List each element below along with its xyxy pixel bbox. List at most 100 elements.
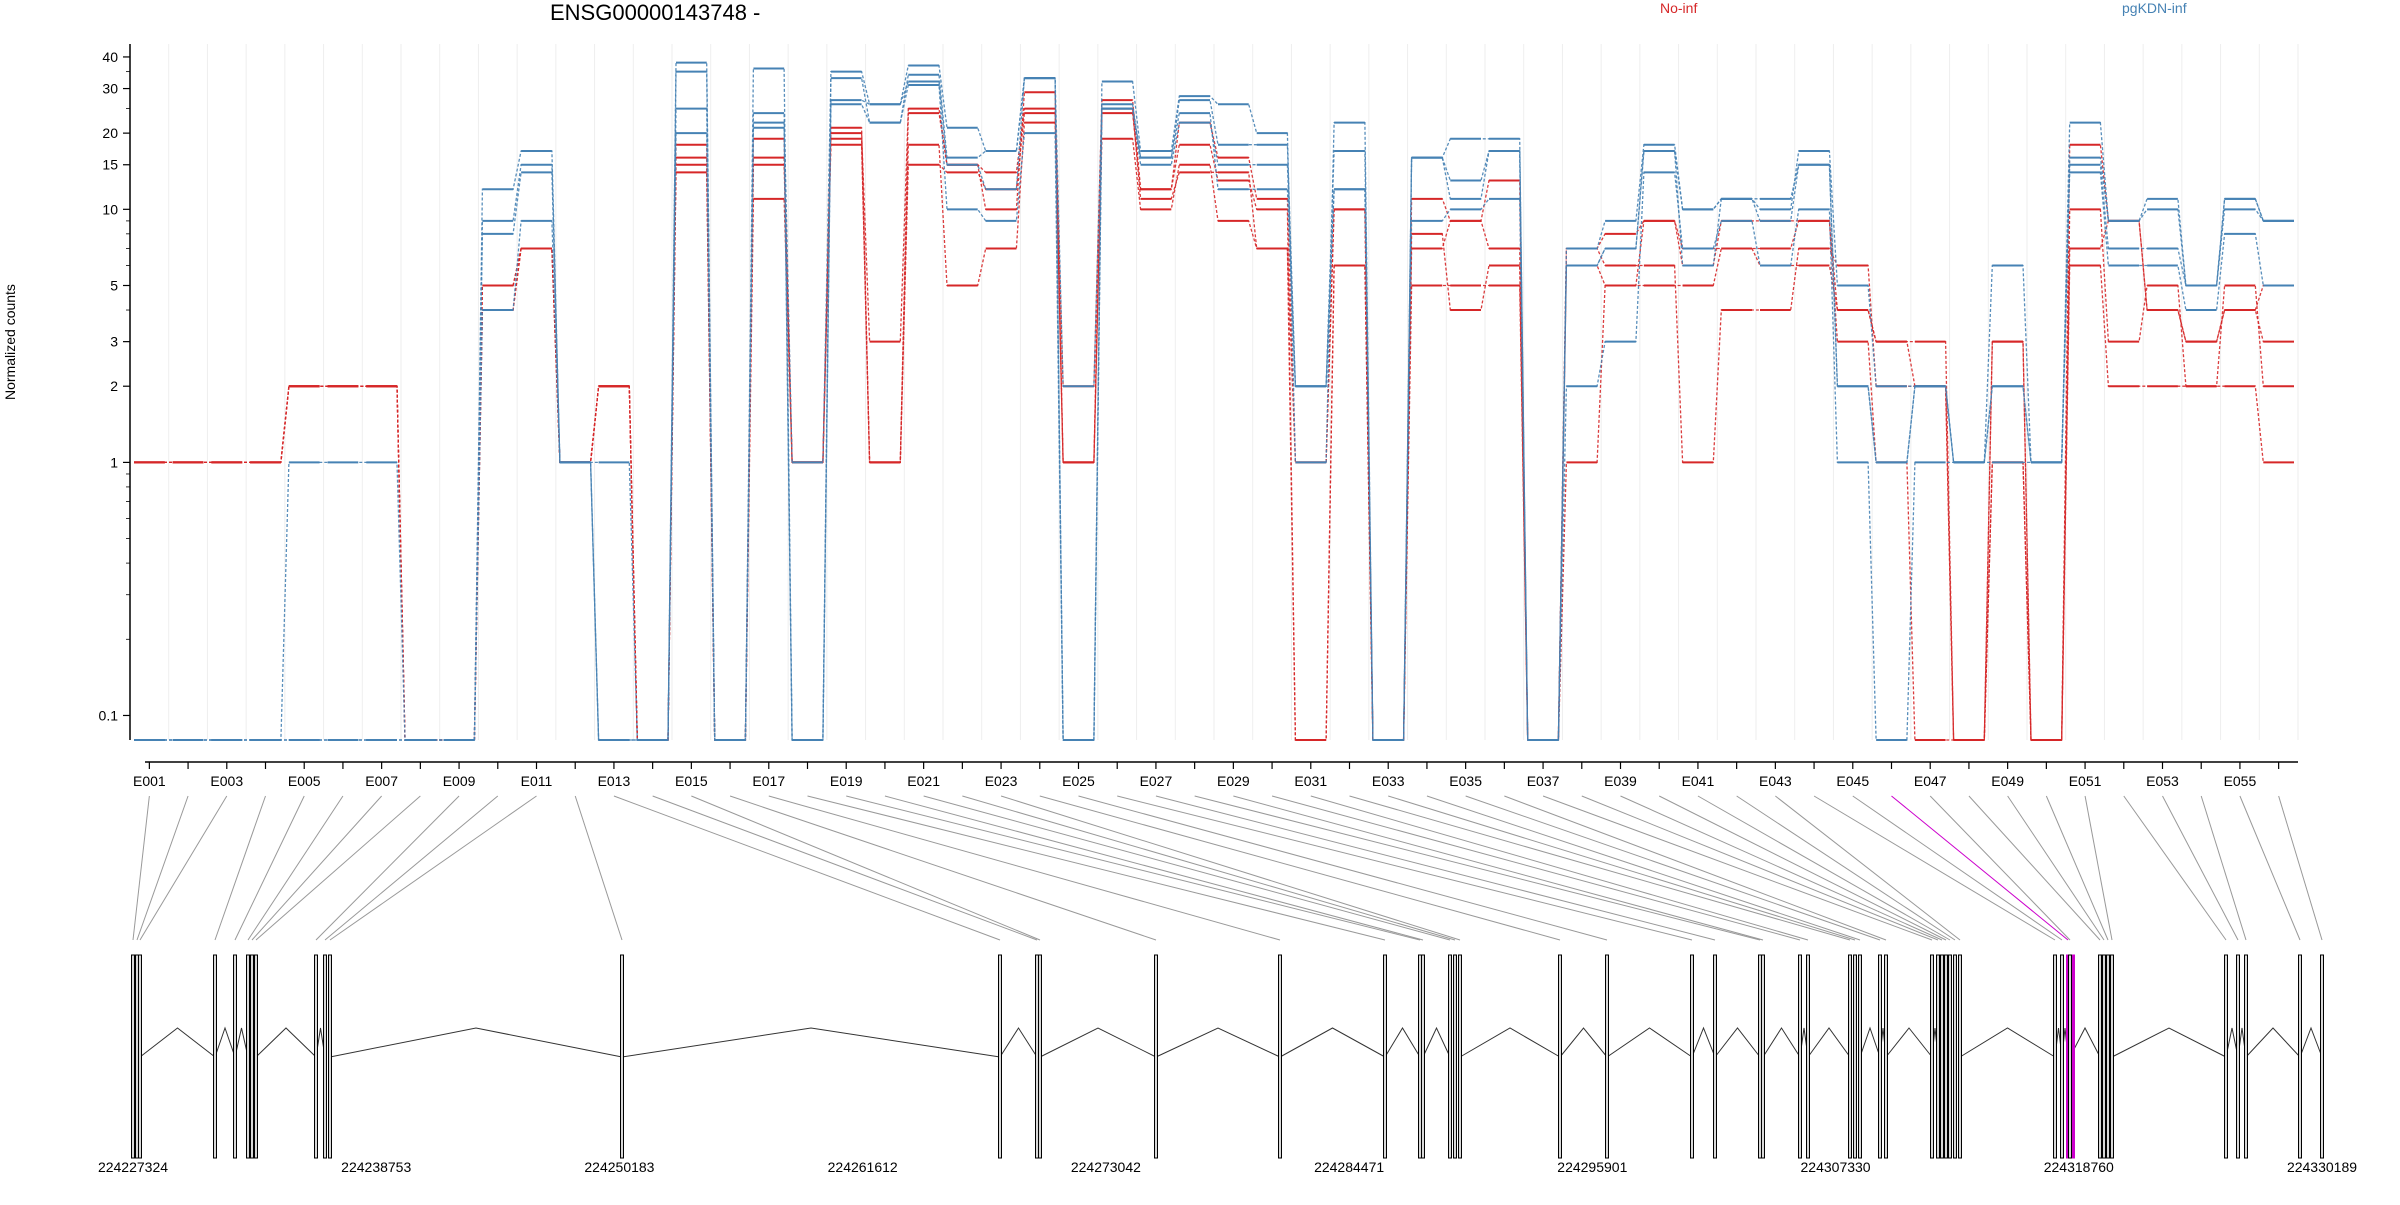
intron-line	[2299, 1026, 2323, 1058]
intron-line	[1606, 1027, 1693, 1058]
intron-line	[214, 1026, 236, 1058]
exon-connector	[1000, 795, 1461, 941]
x-tick-label: E001	[133, 773, 166, 789]
series-line	[134, 70, 2294, 741]
intron-line	[621, 1027, 1001, 1058]
exon-box	[2102, 954, 2106, 1159]
exon-connector	[1929, 795, 2071, 941]
exon-connector	[132, 795, 150, 941]
exon-connector	[139, 795, 228, 941]
exon-boxes	[131, 954, 2324, 1159]
exon-connector	[2162, 795, 2239, 941]
exon-connector	[1697, 795, 1951, 941]
exon-box	[314, 954, 318, 1159]
x-tick-label: E033	[1372, 773, 1405, 789]
exon-connector	[652, 795, 1038, 941]
genomic-coordinate-label: 224227324	[98, 1159, 168, 1175]
exon-connector	[574, 795, 623, 941]
exon-connector	[1852, 795, 2063, 941]
x-tick-label: E047	[1914, 773, 1947, 789]
exon-box	[2053, 954, 2057, 1159]
x-tick-label: E053	[2146, 773, 2179, 789]
exon-connector	[1310, 795, 1809, 941]
exon-connector	[1078, 795, 1608, 941]
exon-box	[1278, 954, 1282, 1159]
x-tick-label: E045	[1836, 773, 1869, 789]
exon-connector	[329, 795, 537, 941]
exon-box	[1448, 954, 1452, 1159]
exon-box	[1806, 954, 1810, 1159]
genomic-coordinate-label: 224295901	[1557, 1159, 1627, 1175]
exon-connector	[2007, 795, 2105, 941]
exon-box	[1761, 954, 1765, 1159]
intron-line	[234, 1027, 249, 1058]
exon-connector	[1968, 795, 2101, 941]
genomic-coordinate-label: 224330189	[2287, 1159, 2357, 1175]
intron-line	[1714, 1027, 1761, 1058]
exon-box	[1558, 954, 1562, 1159]
intron-line	[2111, 1027, 2227, 1058]
exon-connector	[1736, 795, 1956, 941]
exon-box	[328, 954, 332, 1159]
x-tick-label: E025	[1062, 773, 1095, 789]
exon-connector	[1813, 795, 2056, 941]
exon-box	[1154, 954, 1158, 1159]
exon-connector	[1658, 795, 1947, 941]
genomic-coordinate-label: 224318760	[2044, 1159, 2114, 1175]
x-tick-label: E027	[1140, 773, 1173, 789]
exon-connectors	[132, 795, 2323, 941]
x-tick-label: E005	[288, 773, 321, 789]
exon-connector	[324, 795, 499, 941]
x-tick-label: E039	[1604, 773, 1637, 789]
y-tick-label: 40	[102, 49, 118, 65]
exon-box	[1848, 954, 1852, 1159]
intron-line	[2245, 1027, 2301, 1058]
x-tick-label: E021	[907, 773, 940, 789]
exon-box	[2098, 954, 2102, 1159]
exon-connector	[1039, 795, 1561, 941]
exon-box	[1940, 954, 1944, 1159]
exon-box	[246, 954, 250, 1159]
intron-line	[1422, 1026, 1451, 1058]
exon-box	[1948, 954, 1952, 1159]
exon-connector	[1891, 795, 2069, 941]
series-pgkdn-inf	[134, 83, 2294, 741]
legend-pgkdn-inf: pgKDN-inf	[2122, 0, 2187, 16]
y-tick-label: 20	[102, 125, 118, 141]
y-tick-label: 10	[102, 201, 118, 217]
genomic-coordinate-label: 224250183	[584, 1159, 654, 1175]
exon-box	[250, 954, 254, 1159]
x-tick-label: E051	[2069, 773, 2102, 789]
exon-box	[1944, 954, 1948, 1159]
genomic-coordinate-label: 224261612	[828, 1159, 898, 1175]
exon-connector	[1388, 795, 1856, 941]
intron-line	[1691, 1026, 1716, 1058]
exon-box	[1038, 954, 1042, 1159]
exon-box	[2110, 954, 2114, 1159]
exon-connector	[768, 795, 1281, 941]
intron-line	[1959, 1027, 2056, 1058]
exon-box	[1958, 954, 1962, 1159]
exon-box	[1605, 954, 1609, 1159]
intron-line	[1459, 1027, 1561, 1058]
exon-connector	[2084, 795, 2113, 941]
x-tick-label: E035	[1449, 773, 1482, 789]
exon-connector	[1620, 795, 1943, 941]
intron-line	[1885, 1027, 1933, 1058]
exon-box	[998, 954, 1002, 1159]
intron-line	[1384, 1027, 1421, 1058]
y-axis-label: Normalized counts	[2, 284, 18, 400]
exon-connector	[1504, 795, 1887, 941]
exon-connector	[234, 795, 305, 941]
exon-box	[1690, 954, 1694, 1159]
exon-connector	[136, 795, 189, 941]
exon-connector	[2278, 795, 2323, 941]
x-tick-label: E009	[443, 773, 476, 789]
exon-connector	[251, 795, 383, 941]
y-tick-label: 2	[110, 378, 118, 394]
intron-line	[1155, 1027, 1281, 1058]
exon-connector	[1349, 795, 1851, 941]
exon-connector	[729, 795, 1157, 941]
exon-box	[1884, 954, 1888, 1159]
